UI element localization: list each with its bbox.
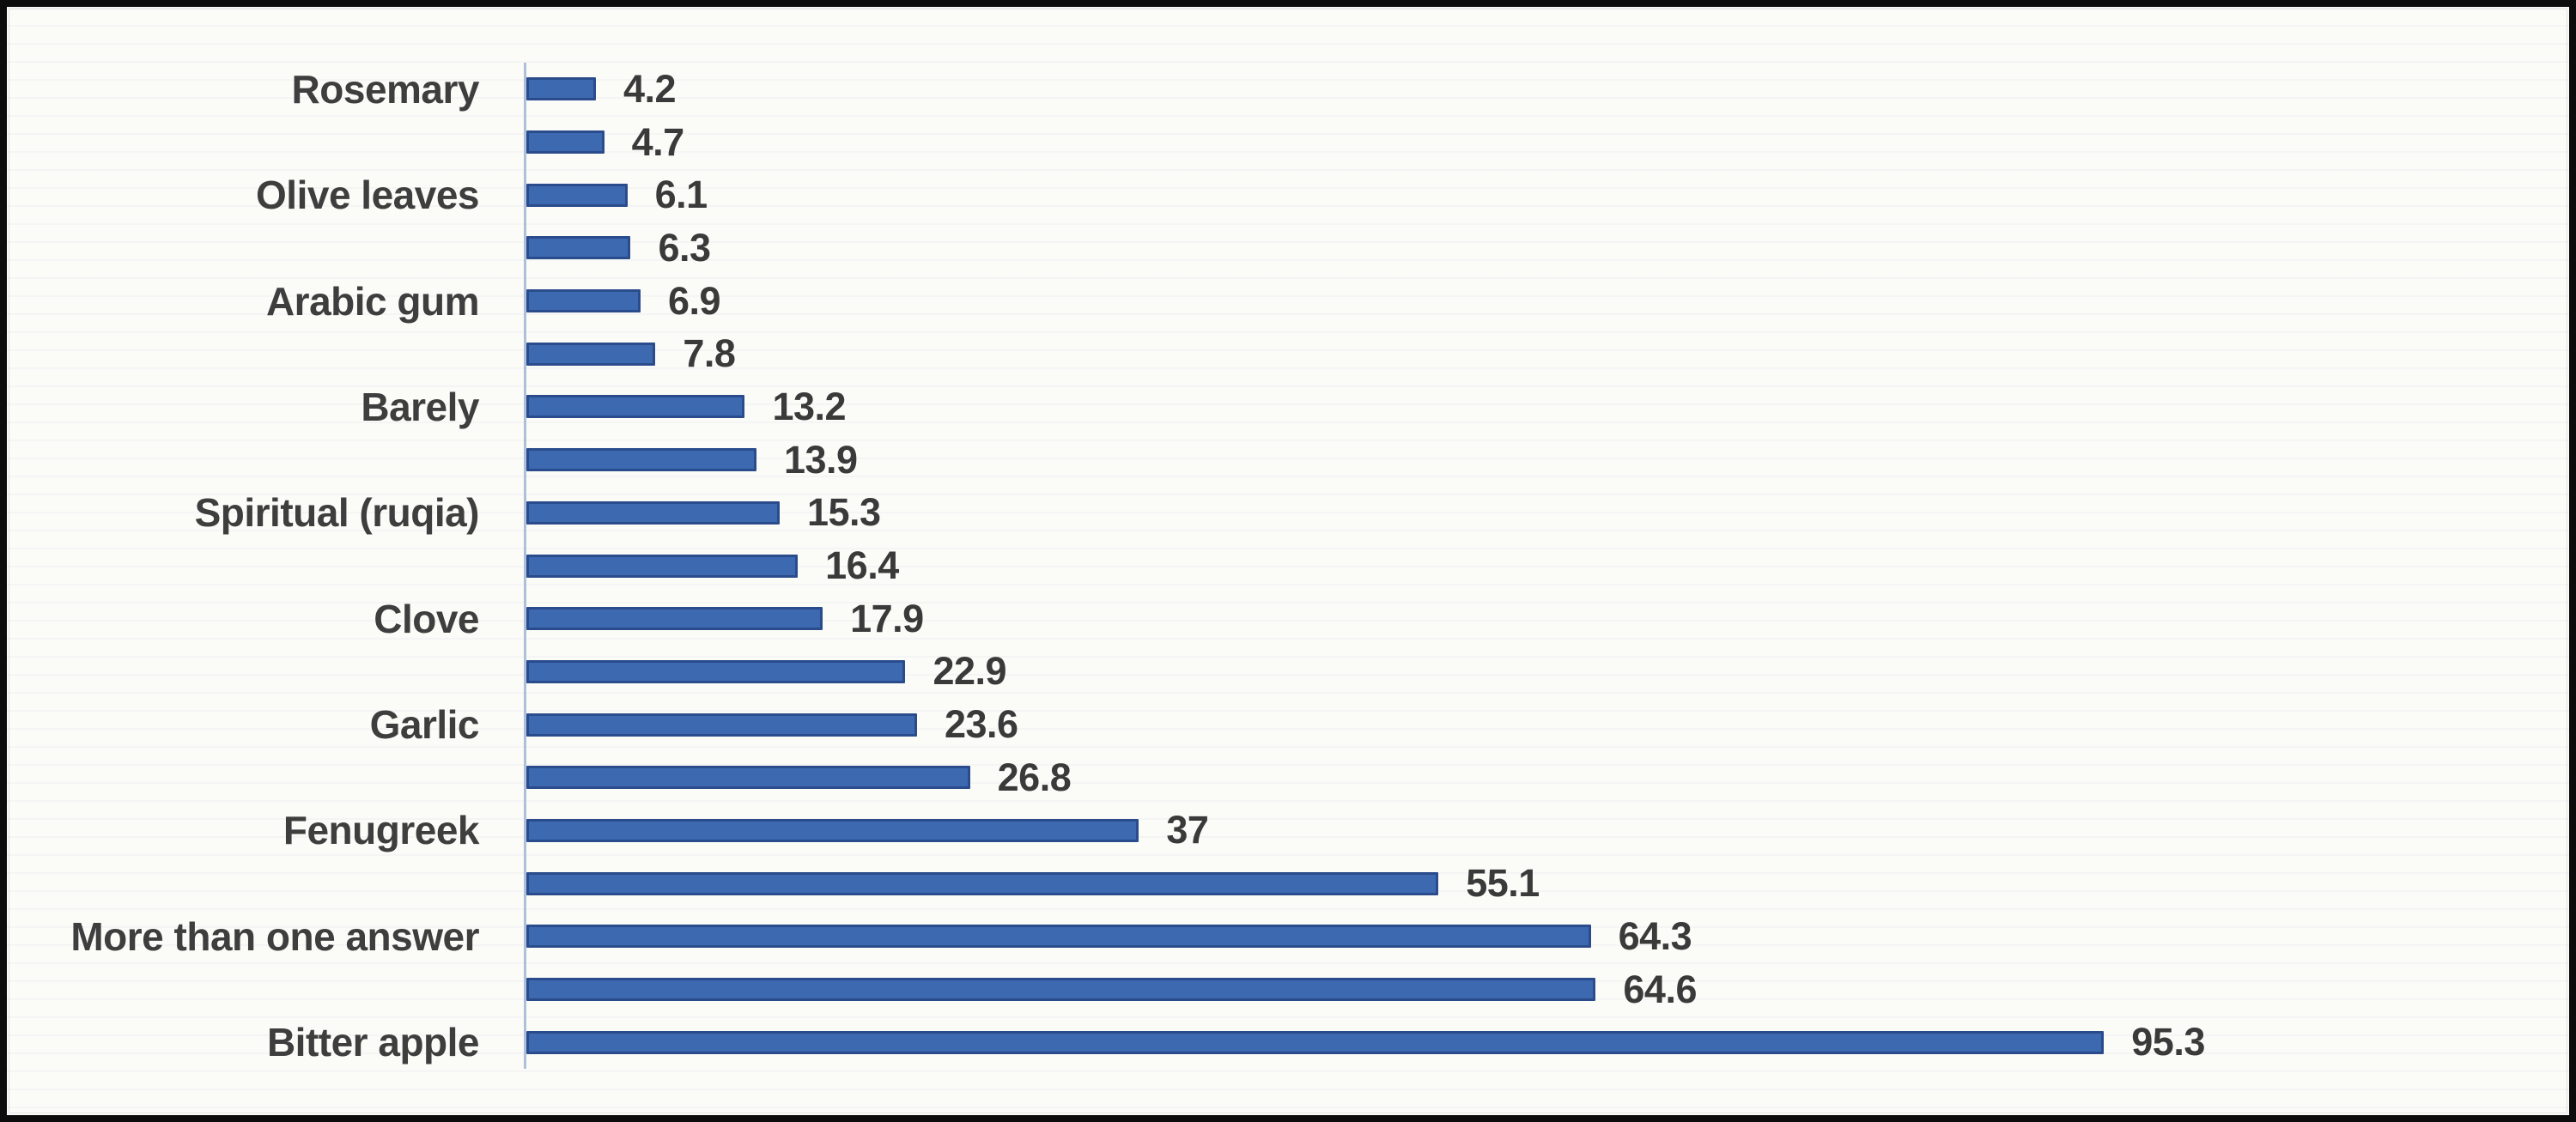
- value-label: 6.1: [654, 173, 708, 217]
- bar-row: More than one answer 64.3: [7, 910, 2569, 963]
- plot-area: Rosemary 4.2 4.7 Olive leaves 6.1 6.3 Ar…: [7, 63, 2569, 1070]
- value-label: 23.6: [944, 702, 1018, 747]
- bar: [526, 342, 656, 366]
- category-label: Olive leaves: [256, 173, 479, 218]
- bar-track: 64.6: [524, 962, 2569, 1016]
- bar-track: 64.3: [524, 910, 2569, 963]
- category-label: [7, 646, 524, 699]
- bar-row: Clove 17.9: [7, 591, 2569, 646]
- bar-track: 23.6: [524, 698, 2569, 751]
- bar-row: 22.9: [7, 645, 2569, 699]
- bar-track: 7.8: [524, 327, 2569, 381]
- bar-track: 26.8: [524, 750, 2569, 804]
- bar-track: 4.7: [524, 115, 2569, 169]
- bar-row: 4.7: [7, 115, 2569, 169]
- bar-row: 13.9: [7, 433, 2569, 487]
- bar-row: Garlic 23.6: [7, 698, 2569, 751]
- category-label: Rosemary: [291, 66, 480, 112]
- bar: [526, 77, 596, 101]
- value-label: 6.3: [658, 225, 711, 270]
- value-label: 64.3: [1618, 913, 1692, 958]
- bar-row: 26.8: [7, 750, 2569, 804]
- bar-track: 6.1: [524, 168, 2569, 222]
- bar-row: Rosemary 4.2: [7, 63, 2569, 116]
- category-label: [7, 539, 524, 592]
- category-label: More than one answer: [70, 913, 479, 959]
- value-label: 7.8: [683, 331, 736, 376]
- bar: [526, 766, 970, 790]
- bar-track: 6.9: [524, 274, 2569, 328]
- value-label: 13.9: [783, 437, 858, 482]
- bar: [526, 289, 641, 313]
- bar-track: 4.2: [524, 63, 2569, 116]
- bar-track: 22.9: [524, 645, 2569, 699]
- value-label: 16.4: [825, 543, 899, 588]
- bar-row: 64.6: [7, 962, 2569, 1016]
- bar-row: Spiritual (ruqia) 15.3: [7, 486, 2569, 540]
- bar-row: 55.1: [7, 857, 2569, 910]
- bar: [526, 448, 756, 472]
- bar: [526, 1030, 2105, 1054]
- value-label: 4.2: [623, 66, 677, 111]
- bar-track: 15.3: [524, 486, 2569, 540]
- bar: [526, 236, 631, 260]
- bar: [526, 500, 780, 525]
- value-label: 13.2: [772, 384, 847, 428]
- category-label: [7, 327, 524, 380]
- value-label: 6.9: [668, 278, 721, 323]
- bar-row: Olive leaves 6.1: [7, 168, 2569, 222]
- bar-row: 6.3: [7, 221, 2569, 275]
- category-label: Spiritual (ruqia): [194, 490, 480, 536]
- category-label: [7, 857, 524, 910]
- bar-track: 55.1: [524, 857, 2569, 910]
- value-label: 64.6: [1623, 967, 1697, 1011]
- category-label: [7, 963, 524, 1016]
- category-label: Arabic gum: [265, 278, 480, 324]
- bar-track: 13.2: [524, 380, 2569, 434]
- value-label: 15.3: [806, 490, 881, 535]
- bar-track: 17.9: [524, 591, 2569, 646]
- category-label: Clove: [374, 596, 479, 641]
- bar: [526, 818, 1139, 842]
- bar: [526, 925, 1591, 949]
- value-label: 4.7: [631, 119, 685, 164]
- bar-row: Fenugreek 37: [7, 804, 2569, 858]
- bar: [526, 607, 823, 631]
- bar: [526, 183, 628, 207]
- value-label: 22.9: [933, 649, 1007, 694]
- bar: [526, 659, 906, 683]
- bar-track: 16.4: [524, 539, 2569, 592]
- bar-track: 95.3: [524, 1016, 2569, 1070]
- category-label: [7, 751, 524, 804]
- category-label: Barely: [361, 384, 479, 429]
- bar: [526, 130, 605, 155]
- category-label: Fenugreek: [283, 808, 480, 853]
- category-label: [7, 116, 524, 169]
- bar-track: 37: [524, 804, 2569, 858]
- value-label: 55.1: [1466, 861, 1540, 906]
- bar: [526, 871, 1439, 895]
- category-label: [7, 221, 524, 275]
- bar-row: Bitter apple 95.3: [7, 1016, 2569, 1070]
- bar-track: 6.3: [524, 221, 2569, 275]
- bar: [526, 978, 1596, 1002]
- bar-track: 13.9: [524, 433, 2569, 487]
- bar-row: 16.4: [7, 539, 2569, 592]
- bar-row: Barely 13.2: [7, 380, 2569, 434]
- bar-row: 7.8: [7, 327, 2569, 381]
- category-label: Garlic: [369, 702, 480, 748]
- bar: [526, 395, 745, 419]
- bar-row: Arabic gum 6.9: [7, 274, 2569, 328]
- value-label: 37: [1166, 808, 1209, 852]
- value-label: 26.8: [997, 755, 1072, 799]
- value-label: 17.9: [850, 596, 924, 640]
- bar: [526, 713, 917, 737]
- value-label: 95.3: [2131, 1020, 2205, 1064]
- category-label: Bitter apple: [266, 1020, 480, 1065]
- category-label: [7, 434, 524, 487]
- bar: [526, 554, 799, 578]
